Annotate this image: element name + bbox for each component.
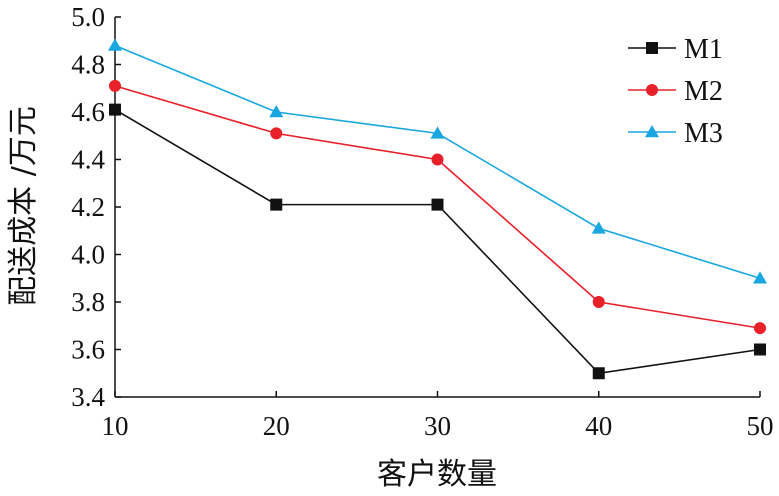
- legend-label: M2: [684, 76, 723, 107]
- data-point: [109, 103, 121, 116]
- y-tick-label: 4.8: [71, 50, 105, 80]
- data-point: [591, 221, 606, 234]
- data-point: [431, 198, 444, 211]
- data-point: [270, 198, 283, 211]
- data-point: [754, 343, 766, 356]
- x-tick-label: 10: [102, 411, 129, 441]
- legend-marker: [646, 42, 658, 54]
- data-point: [430, 126, 445, 139]
- data-point: [108, 38, 122, 51]
- x-tick-label: 30: [424, 411, 451, 441]
- data-point: [109, 79, 121, 92]
- y-tick-label: 3.8: [71, 287, 105, 317]
- legend-marker: [645, 125, 659, 138]
- data-point: [753, 271, 767, 284]
- data-point: [431, 153, 444, 166]
- y-tick-label: 4.4: [71, 145, 105, 175]
- legend-label: M1: [684, 34, 723, 65]
- x-tick-label: 20: [263, 411, 290, 441]
- data-point: [592, 296, 605, 308]
- series-m2: [109, 79, 766, 335]
- data-point: [269, 105, 284, 118]
- y-tick-label: 4.6: [71, 97, 105, 127]
- series-m1: [109, 103, 766, 380]
- legend-marker: [646, 84, 658, 96]
- y-tick-label: 3.4: [71, 382, 105, 412]
- x-axis-title: 客户数量: [377, 457, 497, 492]
- legend-label: M3: [684, 118, 723, 149]
- y-tick-label: 3.6: [71, 335, 105, 365]
- legend: M1 M2 M3: [628, 34, 723, 149]
- y-tick-label: 5.0: [71, 2, 105, 32]
- x-tick-label: 50: [747, 411, 774, 441]
- y-axis-title: 配送成本 /万元: [6, 106, 41, 306]
- data-point: [270, 127, 283, 140]
- y-tick-label: 4.0: [71, 240, 105, 270]
- data-point: [754, 322, 766, 335]
- data-point: [592, 367, 605, 380]
- y-tick-label: 4.2: [71, 192, 105, 222]
- series-m3: [108, 38, 767, 284]
- x-tick-label: 40: [585, 411, 612, 441]
- series-line: [114, 108, 761, 375]
